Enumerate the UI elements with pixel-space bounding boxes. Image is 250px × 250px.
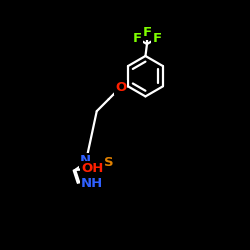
Text: NH: NH [81,178,104,190]
Text: F: F [152,32,162,45]
Text: O: O [115,81,126,94]
Text: OH: OH [81,162,103,175]
Text: F: F [142,26,152,38]
Text: N: N [80,154,91,167]
Text: S: S [104,156,113,169]
Text: F: F [132,32,141,45]
